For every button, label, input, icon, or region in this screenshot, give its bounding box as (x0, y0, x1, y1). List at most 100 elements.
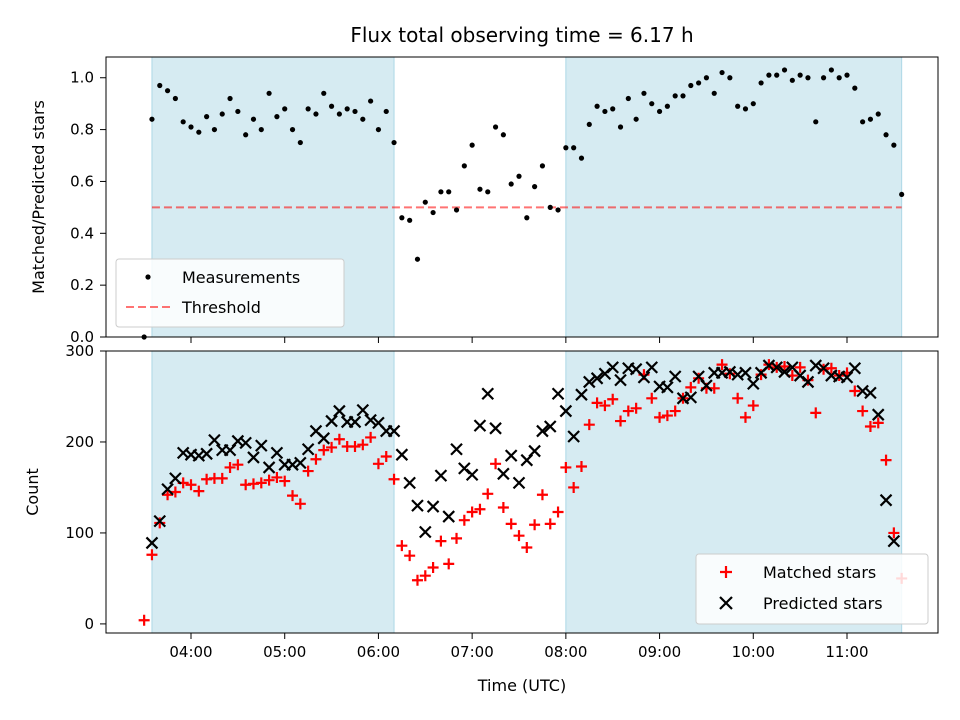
legend-matched-marker (720, 566, 732, 578)
measurement-point (625, 95, 631, 102)
matched-star-point (318, 444, 330, 456)
predicted-star-point (473, 419, 487, 432)
matched-star-point (271, 471, 283, 483)
predicted-star-point (801, 375, 815, 389)
ratio-y-ticks: 0.0 0.2 0.4 0.6 0.8 1.0 (70, 69, 106, 346)
matched-star-point (263, 474, 275, 486)
measurement-point (282, 106, 288, 112)
measurement-point (438, 189, 444, 195)
predicted-star-point (512, 476, 526, 490)
matched-star-point (216, 472, 228, 484)
matched-star-point (568, 481, 580, 493)
measurement-point (805, 75, 811, 81)
predicted-star-point (153, 514, 167, 528)
predicted-star-point (879, 493, 893, 507)
measurement-point (633, 116, 639, 122)
predicted-star-point (255, 439, 268, 452)
measurement-point (649, 101, 655, 107)
matched-star-point (224, 461, 236, 473)
x-tick-label: 07:00 (451, 643, 494, 661)
measurement-point (485, 189, 491, 195)
measurement-point (641, 90, 647, 96)
matched-star-point (357, 439, 369, 451)
matched-star-point (622, 405, 634, 417)
measurement-point (492, 124, 499, 130)
measurement-point (586, 121, 592, 128)
matched-star-point (497, 501, 509, 513)
ratio-y-axis-label: Matched/Predicted stars (29, 100, 48, 294)
observing-band (565, 56, 903, 338)
predicted-star-point (450, 442, 463, 456)
count-y-axis-label: Count (23, 468, 42, 516)
matched-star-point (443, 558, 455, 570)
matched-star-point (669, 405, 681, 417)
matched-star-point (162, 489, 174, 501)
measurement-point (180, 119, 186, 125)
measurement-point (274, 114, 280, 120)
matched-star-point (872, 417, 884, 429)
measurement-point (289, 126, 296, 133)
matched-star-point (146, 549, 158, 561)
matched-star-point (326, 441, 338, 453)
matched-star-point (747, 400, 759, 412)
legend-matched-label: Matched stars (763, 563, 876, 582)
measurement-point (305, 106, 311, 112)
measurement-point (539, 163, 546, 169)
matched-star-point (490, 458, 502, 470)
matched-star-point (154, 517, 166, 529)
measurement-point (508, 181, 514, 187)
ratio-panel-frame (105, 56, 939, 338)
predicted-star-point (551, 387, 565, 401)
predicted-star-point (465, 468, 479, 481)
measurement-point (391, 139, 397, 146)
measurement-point (375, 126, 382, 133)
measurement-point (789, 77, 795, 83)
measurement-point (227, 95, 233, 102)
x-tick-label: 11:00 (825, 643, 868, 661)
measurement-point (344, 106, 350, 112)
measurement-point (524, 215, 530, 221)
predicted-star-point (426, 500, 440, 513)
matched-star-point (599, 400, 611, 412)
matched-star-point (583, 419, 595, 431)
matched-star-point (536, 489, 548, 501)
measurement-point (336, 111, 342, 117)
matched-star-point (888, 527, 900, 539)
count-panel-frame (105, 350, 939, 634)
predicted-star-point (504, 449, 518, 462)
matched-star-point (849, 385, 861, 397)
predicted-star-point (747, 377, 760, 391)
measurement-point (188, 124, 194, 130)
measurement-point (883, 132, 889, 138)
matched-star-point (755, 369, 767, 381)
measurement-point (563, 145, 569, 151)
predicted-star-point (169, 472, 182, 485)
measurement-point (321, 90, 327, 96)
matched-star-point (294, 498, 306, 510)
matched-star-point (560, 461, 572, 473)
predicted-star-point (489, 422, 502, 435)
predicted-star-point (481, 387, 495, 401)
predicted-star-point (403, 476, 416, 490)
matched-star-point (654, 411, 666, 423)
measurement-point (196, 129, 202, 135)
measurement-point (664, 103, 670, 109)
matched-star-point (185, 479, 197, 491)
measurement-point (617, 124, 624, 130)
measurement-points (141, 67, 905, 340)
measurement-point (719, 69, 725, 76)
measurement-point (672, 93, 678, 99)
measurement-point (594, 103, 600, 109)
predicted-star-points (145, 359, 901, 550)
measurement-point (610, 106, 616, 112)
predicted-star-point (364, 413, 377, 427)
measurement-point (258, 126, 264, 133)
predicted-star-point (294, 456, 307, 470)
matched-star-point (825, 362, 837, 374)
predicted-star-point (739, 366, 752, 380)
predicted-star-point (559, 404, 573, 418)
measurement-point (469, 142, 475, 148)
measurement-point (172, 95, 178, 102)
matched-star-point (427, 562, 439, 574)
predicted-star-point (778, 365, 791, 379)
